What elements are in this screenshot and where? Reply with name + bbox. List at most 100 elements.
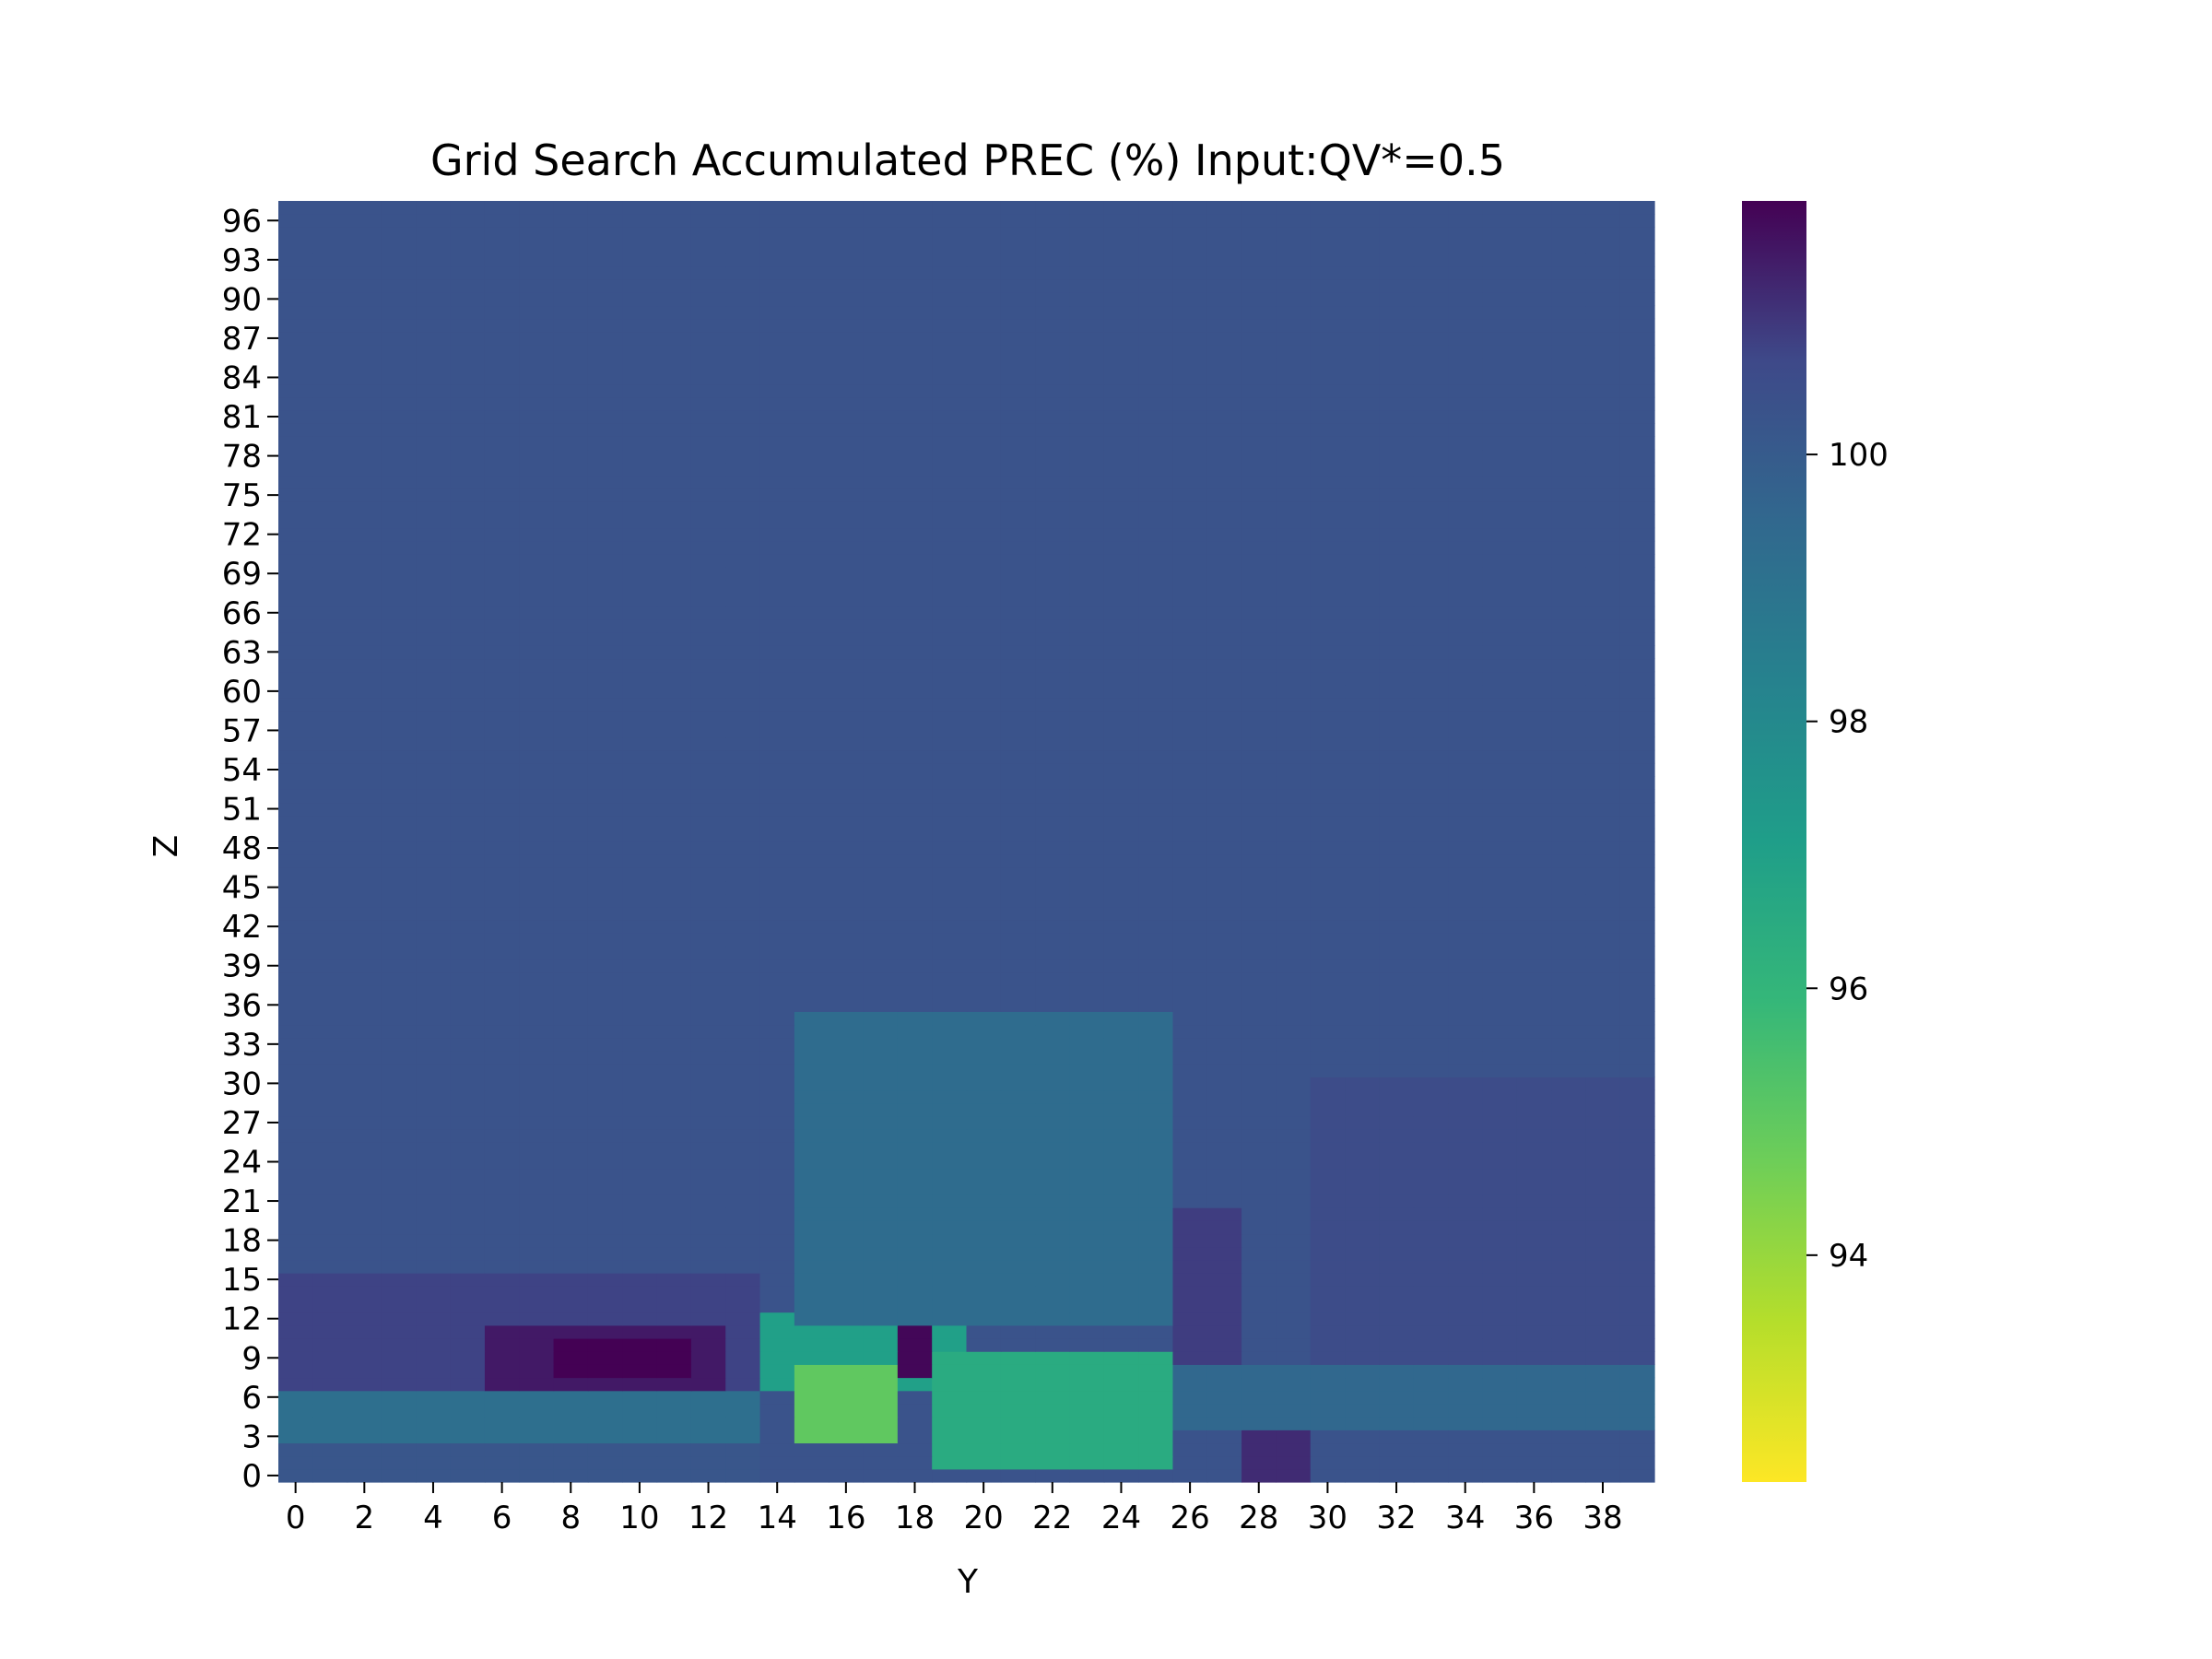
heatmap-cell (1345, 658, 1381, 673)
heatmap-cell (1345, 1050, 1381, 1065)
heatmap-cell (587, 501, 623, 515)
heatmap-cell (1310, 1442, 1346, 1457)
heatmap-cell (1585, 1324, 1621, 1339)
heatmap-cell (519, 1077, 555, 1091)
heatmap-cell (1516, 214, 1552, 228)
heatmap-cell (347, 1299, 382, 1313)
heatmap-cell (553, 645, 589, 660)
heatmap-cell (450, 1129, 486, 1143)
heatmap-cell (278, 1050, 313, 1065)
heatmap-cell (863, 841, 899, 855)
heatmap-cell (381, 409, 417, 424)
heatmap-cell (1000, 1246, 1036, 1261)
heatmap-cell (1276, 1142, 1312, 1156)
heatmap-cell (1035, 1168, 1071, 1182)
heatmap-cell (1000, 1442, 1036, 1457)
heatmap-cell (897, 711, 933, 724)
heatmap-cell (1482, 802, 1518, 817)
heatmap-cell (829, 1129, 865, 1143)
heatmap-cell (794, 1468, 830, 1483)
heatmap-cell (690, 227, 726, 241)
heatmap-cell (450, 227, 486, 241)
y-axis-ticks: 0369121518212427303336394245485154576063… (222, 203, 278, 1495)
heatmap-cell (1585, 423, 1621, 437)
heatmap-cell (1276, 501, 1312, 515)
heatmap-cell (381, 331, 417, 346)
heatmap-cell (1276, 776, 1312, 790)
heatmap-cell (966, 893, 1002, 908)
heatmap-cell (1000, 762, 1036, 777)
heatmap-cell (622, 292, 658, 307)
heatmap-cell (759, 841, 795, 855)
heatmap-cell (1172, 462, 1208, 477)
heatmap-cell (759, 331, 795, 346)
heatmap-cell (725, 383, 761, 398)
heatmap-cell (1448, 1168, 1483, 1182)
heatmap-cell (450, 618, 486, 633)
heatmap-cell (1482, 1089, 1518, 1104)
heatmap-cell (932, 736, 968, 751)
heatmap-cell (587, 345, 623, 359)
heatmap-cell (1276, 462, 1312, 477)
heatmap-cell (1482, 279, 1518, 293)
heatmap-cell (1379, 462, 1415, 477)
heatmap-cell (725, 854, 761, 868)
heatmap-cell (1276, 1050, 1312, 1065)
heatmap-cell (656, 1430, 692, 1444)
heatmap-cell (932, 1312, 968, 1326)
heatmap-cell (1241, 580, 1277, 594)
heatmap-cell (1619, 423, 1655, 437)
heatmap-cell (587, 279, 623, 293)
heatmap-cell (656, 540, 692, 555)
heatmap-cell (725, 265, 761, 280)
heatmap-cell (1000, 867, 1036, 882)
heatmap-cell (587, 358, 623, 371)
heatmap-cell (1206, 1403, 1242, 1418)
heatmap-cell (450, 371, 486, 385)
heatmap-cell (656, 946, 692, 960)
heatmap-cell (1310, 462, 1346, 477)
heatmap-cell (656, 449, 692, 464)
heatmap-cell (312, 789, 348, 804)
heatmap-cell (1069, 880, 1105, 895)
heatmap-cell (656, 240, 692, 254)
heatmap-cell (1482, 920, 1518, 934)
heatmap-cell (863, 880, 899, 895)
heatmap-cell (966, 214, 1002, 228)
heatmap-cell (1413, 946, 1449, 960)
heatmap-cell (1103, 1207, 1139, 1221)
heatmap-cell (897, 762, 933, 777)
heatmap-cell (1172, 697, 1208, 712)
y-tick-label: 87 (222, 321, 262, 358)
heatmap-cell (1241, 1417, 1277, 1430)
heatmap-cell (759, 371, 795, 385)
heatmap-cell (622, 1129, 658, 1143)
heatmap-cell (1000, 214, 1036, 228)
heatmap-cell (932, 711, 968, 724)
heatmap-cell (1206, 762, 1242, 777)
heatmap-cell (1551, 959, 1586, 973)
heatmap-cell (1172, 1417, 1208, 1430)
heatmap-cell (1206, 1142, 1242, 1156)
heatmap-cell (622, 724, 658, 738)
heatmap-cell (794, 618, 830, 633)
heatmap-cell (829, 1155, 865, 1170)
heatmap-cell (553, 880, 589, 895)
heatmap-cell (1551, 971, 1586, 986)
heatmap-cell (690, 1011, 726, 1026)
heatmap-cell (1551, 841, 1586, 855)
heatmap-cell (1413, 475, 1449, 489)
heatmap-cell (1069, 1364, 1105, 1379)
heatmap-cell (519, 1273, 555, 1287)
heatmap-cell (1379, 1129, 1415, 1143)
heatmap-cell (725, 1403, 761, 1418)
heatmap-cell (1206, 331, 1242, 346)
heatmap-cell (347, 1207, 382, 1221)
heatmap-cell (863, 971, 899, 986)
heatmap-cell (1103, 736, 1139, 751)
heatmap-cell (1206, 959, 1242, 973)
heatmap-cell (519, 1064, 555, 1077)
heatmap-cell (312, 227, 348, 241)
heatmap-cell (1310, 606, 1346, 620)
heatmap-cell (725, 1102, 761, 1117)
